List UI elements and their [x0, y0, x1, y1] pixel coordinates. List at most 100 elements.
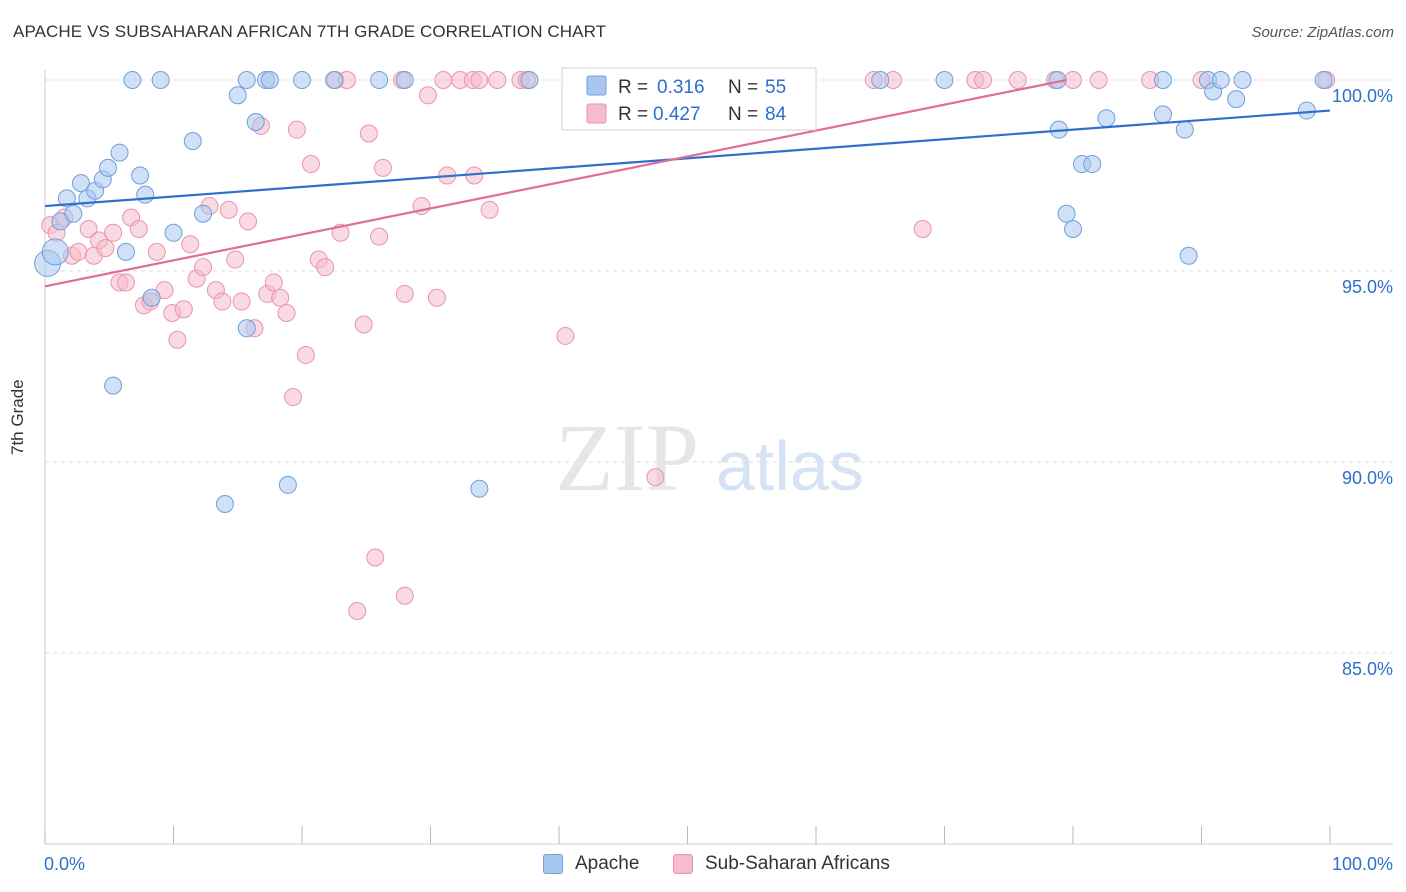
legend-n-value: 84: [765, 104, 787, 125]
ssa-point: [348, 601, 367, 620]
ssa-point: [1089, 71, 1108, 89]
apache-point: [110, 143, 129, 162]
ssa-point: [646, 468, 665, 487]
apache-point: [395, 71, 414, 89]
ssa-point: [239, 212, 258, 231]
apache-point: [64, 204, 83, 223]
apache-point: [116, 242, 135, 261]
apache-point: [57, 189, 76, 208]
ssa-point: [271, 288, 290, 307]
ssa-point: [395, 586, 414, 605]
apache-point: [104, 376, 123, 395]
legend-item-apache[interactable]: Apache: [543, 853, 639, 875]
ssa-point: [1008, 71, 1027, 89]
apache-point: [136, 185, 155, 204]
apache-point: [164, 223, 183, 242]
legend-swatch-apache: [586, 75, 607, 96]
apache-point: [151, 71, 170, 89]
ssa-point: [69, 242, 88, 261]
ssa-point: [232, 292, 251, 311]
legend-item-ssa[interactable]: Sub-Saharan Africans: [673, 853, 890, 875]
ssa-point: [96, 239, 115, 258]
apache-point: [123, 71, 142, 89]
source-label: Source: ZipAtlas.com: [1251, 24, 1394, 41]
ssa-point: [556, 326, 575, 345]
ssa-point: [168, 330, 187, 349]
ssa-point: [219, 200, 238, 219]
watermark: ZIP atlas: [555, 404, 864, 511]
ssa-point: [226, 250, 245, 269]
ssa-point: [370, 227, 389, 246]
ssa-point: [174, 300, 193, 319]
apache-point: [260, 71, 279, 89]
ssa-point: [296, 346, 315, 365]
legend-r-label: R =: [618, 104, 648, 125]
bottom-legend: Apache Sub-Saharan Africans: [0, 850, 1406, 880]
legend-swatch-ssa: [586, 103, 607, 124]
ssa-point: [488, 71, 507, 89]
apache-point: [935, 71, 954, 89]
trend-layer: [44, 78, 1331, 288]
legend-n-label: N =: [728, 77, 758, 98]
ssa-point: [104, 223, 123, 242]
apache-point: [871, 71, 890, 89]
ssa-point: [418, 86, 437, 105]
apache-point: [1057, 204, 1076, 223]
points-layer: [34, 71, 1336, 620]
apache-point: [325, 71, 344, 89]
apache-point: [293, 71, 311, 89]
ssa-point: [181, 235, 200, 254]
ssa-point: [913, 219, 932, 238]
legend-label-ssa: Sub-Saharan Africans: [705, 853, 890, 874]
ssa-point: [1064, 71, 1082, 89]
apache-point: [278, 475, 297, 494]
legend-r-label: R =: [618, 77, 648, 98]
ssa-point: [480, 200, 499, 219]
legend-swatch-apache: [543, 854, 563, 874]
legend-r-value: 0.316: [657, 77, 705, 98]
apache-point: [215, 495, 234, 514]
apache-point: [142, 288, 161, 307]
ssa-point: [194, 258, 213, 277]
ssa-point: [316, 258, 335, 277]
legend-box: R = 0.316 N = 55 R = 0.427 N = 84: [561, 67, 817, 131]
ssa-point: [395, 284, 414, 303]
apache-point: [237, 319, 256, 338]
apache-point: [41, 238, 69, 266]
ssa-point: [373, 158, 392, 177]
ssa-point: [129, 219, 148, 238]
x-tick-label: 100.0%: [1332, 854, 1393, 874]
apache-point: [98, 158, 117, 177]
apache-point: [1233, 71, 1252, 89]
legend-swatch-ssa: [673, 854, 693, 874]
apache-point: [1227, 90, 1246, 109]
ssa-point: [79, 219, 98, 238]
x-tick-labels: 0.0% 100.0%: [44, 854, 1393, 874]
apache-point: [1314, 71, 1333, 89]
watermark-zip: ZIP: [555, 404, 699, 511]
grid-layer: [45, 79, 1393, 654]
legend-n-label: N =: [728, 104, 758, 125]
apache-point: [1153, 105, 1172, 124]
apache-point: [183, 132, 202, 151]
ssa-point: [301, 155, 320, 174]
legend-n-value: 55: [765, 77, 786, 98]
ssa-point: [434, 71, 453, 89]
y-tick-label: 90.0%: [1342, 468, 1393, 488]
ssa-point: [974, 71, 993, 89]
apache-point: [370, 71, 389, 89]
legend-r-value: 0.427: [653, 104, 701, 125]
ssa-point: [284, 388, 303, 407]
apache-point: [1097, 109, 1116, 128]
y-tick-label: 85.0%: [1342, 659, 1393, 679]
apache-point: [237, 71, 256, 89]
ssa-point: [354, 315, 373, 334]
y-tick-label: 100.0%: [1332, 86, 1393, 106]
apache-point: [131, 166, 150, 185]
apache-point: [246, 113, 265, 132]
apache-point: [228, 86, 247, 105]
ssa-point: [366, 548, 385, 567]
axis-layer: [44, 70, 1393, 845]
apache-point: [1211, 71, 1230, 89]
